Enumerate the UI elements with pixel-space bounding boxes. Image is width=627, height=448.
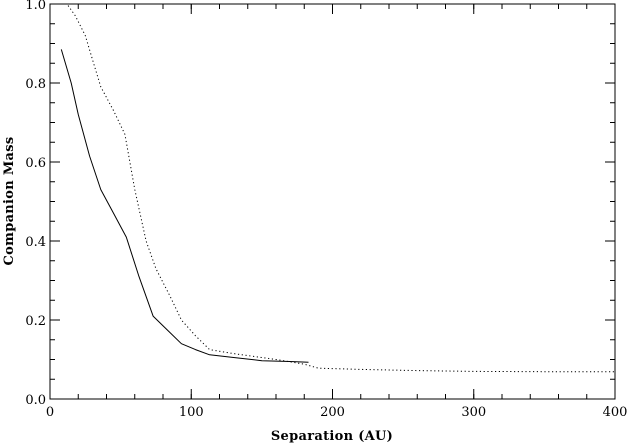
y-axis-title: Companion Mass	[2, 137, 17, 266]
axis-ticks	[49, 3, 616, 400]
y-tick-label: 0.0	[25, 393, 46, 408]
plot-frame	[49, 3, 616, 400]
y-tick-label: 1.0	[25, 0, 46, 13]
x-tick-label: 200	[320, 405, 345, 420]
x-tick-label: 0	[46, 405, 54, 420]
y-tick-label: 0.8	[25, 77, 46, 92]
y-tick-label: 0.2	[25, 314, 46, 329]
x-axis-title: Separation (AU)	[271, 429, 393, 443]
tick-labels: 0 100 200 300 400 0.0 0.2 0.4 0.6 0.8 1.0	[25, 0, 627, 420]
dotted-series-line	[61, 3, 615, 373]
series-layer	[60, 3, 615, 373]
x-tick-label: 400	[603, 405, 627, 420]
x-tick-label: 100	[179, 405, 204, 420]
x-tick-label: 300	[461, 405, 486, 420]
y-tick-label: 0.4	[25, 235, 46, 250]
y-tick-label: 0.6	[25, 156, 46, 171]
solid-series-line	[60, 49, 309, 363]
